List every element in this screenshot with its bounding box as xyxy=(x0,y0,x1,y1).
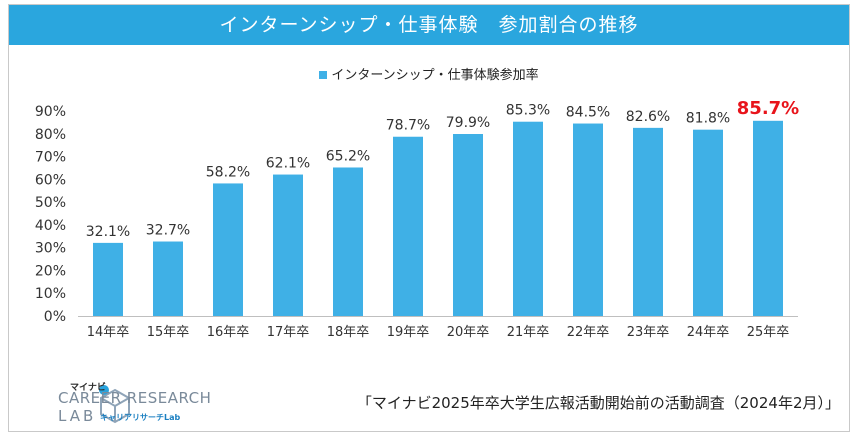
bar xyxy=(213,183,243,316)
x-tick-label: 20年卒 xyxy=(447,325,490,340)
data-label: 81.8% xyxy=(686,111,730,127)
bar xyxy=(393,136,423,316)
bar xyxy=(693,129,723,316)
x-tick-label: 22年卒 xyxy=(567,325,610,340)
data-label: 79.9% xyxy=(446,115,490,131)
x-tick-label: 19年卒 xyxy=(387,325,430,340)
x-tick-label: 21年卒 xyxy=(507,325,550,340)
y-tick-label: 90% xyxy=(35,104,66,120)
bar xyxy=(573,123,603,317)
bar xyxy=(273,174,303,316)
bar xyxy=(753,120,783,317)
legend-label: インターンシップ・仕事体験参加率 xyxy=(331,68,539,83)
y-tick-label: 50% xyxy=(35,195,66,211)
x-tick-label: 25年卒 xyxy=(747,325,790,340)
data-label: 78.7% xyxy=(386,118,430,134)
data-label: 62.1% xyxy=(266,156,310,172)
y-tick-label: 30% xyxy=(35,241,66,257)
y-tick-label: 60% xyxy=(35,172,66,188)
chart-title: インターンシップ・仕事体験 参加割合の推移 xyxy=(9,5,849,45)
x-tick-label: 15年卒 xyxy=(147,325,190,340)
logo-sub-text: キャリアリサーチLab xyxy=(100,413,181,422)
bar xyxy=(153,241,183,316)
data-label: 32.7% xyxy=(146,223,190,239)
legend-swatch xyxy=(319,70,328,79)
logo-main-text: CAREER RESEARCH xyxy=(58,389,212,407)
y-tick-label: 0% xyxy=(44,309,66,325)
data-label: 84.5% xyxy=(566,105,610,121)
x-tick-label: 17年卒 xyxy=(267,325,310,340)
x-tick-label: 18年卒 xyxy=(327,325,370,340)
logo-mynavi-text: マイナビ xyxy=(70,383,106,393)
source-note: 「マイナビ2025年卒大学生広報活動開始前の活動調査（2024年2月）」 xyxy=(356,394,840,412)
data-label: 32.1% xyxy=(86,224,130,240)
data-label: 58.2% xyxy=(206,164,250,180)
bar xyxy=(513,121,543,316)
bar xyxy=(633,127,663,316)
x-tick-label: 16年卒 xyxy=(207,325,250,340)
data-label: 85.3% xyxy=(506,103,550,119)
data-label: 82.6% xyxy=(626,109,670,125)
y-tick-label: 80% xyxy=(35,127,66,143)
y-tick-label: 20% xyxy=(35,263,66,279)
x-tick-label: 23年卒 xyxy=(627,325,670,340)
logo-lab-text: LAB xyxy=(58,407,97,425)
highlight-data-label: 85.7% xyxy=(737,98,799,119)
chart-legend: インターンシップ・仕事体験参加率 xyxy=(0,64,858,83)
x-tick-label: 24年卒 xyxy=(687,325,730,340)
bar xyxy=(93,242,123,316)
x-tick-label: 14年卒 xyxy=(87,325,130,340)
bar xyxy=(453,134,483,316)
y-tick-label: 10% xyxy=(35,286,66,302)
y-tick-label: 40% xyxy=(35,218,66,234)
y-tick-label: 70% xyxy=(35,150,66,166)
career-research-lab-logo-icon xyxy=(99,385,130,424)
bar xyxy=(333,167,363,316)
data-label: 65.2% xyxy=(326,148,370,164)
